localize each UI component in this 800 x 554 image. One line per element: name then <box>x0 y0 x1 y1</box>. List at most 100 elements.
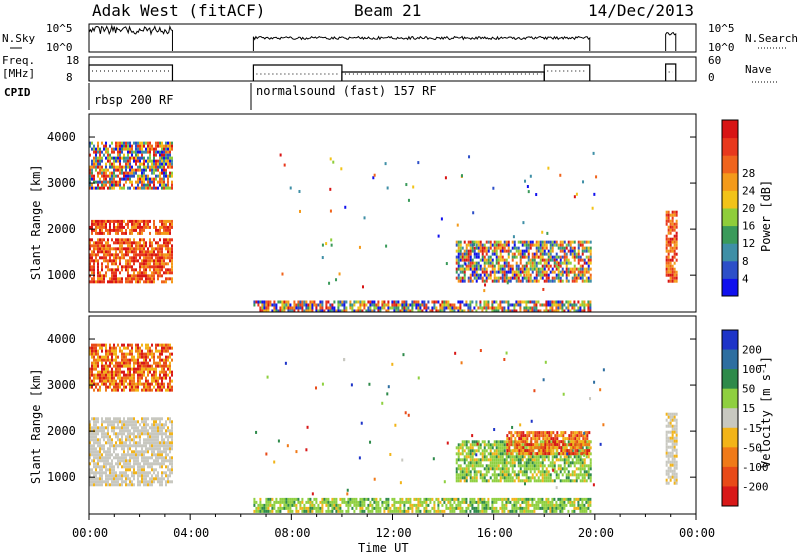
data-cell <box>151 165 153 169</box>
data-cell <box>673 240 676 244</box>
data-cell <box>125 483 127 487</box>
data-cell <box>91 271 93 275</box>
data-cell <box>505 464 508 468</box>
data-cell <box>461 446 464 450</box>
data-cell <box>381 300 384 304</box>
data-cell <box>571 500 574 504</box>
data-cell <box>569 261 572 265</box>
data-cell <box>111 423 113 427</box>
data-cell <box>399 503 402 507</box>
data-cell <box>125 280 127 284</box>
data-cell <box>143 228 145 232</box>
data-cell <box>563 252 566 256</box>
data-cell <box>567 240 570 244</box>
data-cell <box>575 192 578 196</box>
data-cell <box>512 235 515 239</box>
data-cell <box>503 261 506 265</box>
data-cell <box>573 497 576 501</box>
data-cell <box>163 177 165 181</box>
data-cell <box>105 259 107 263</box>
data-cell <box>489 506 492 510</box>
data-cell <box>479 249 482 253</box>
data-cell <box>151 450 153 454</box>
data-cell <box>123 183 125 187</box>
data-cell <box>141 456 143 460</box>
data-cell <box>525 264 528 268</box>
data-cell <box>671 213 674 217</box>
data-cell <box>93 453 95 457</box>
data-cell <box>101 277 103 281</box>
data-cell <box>101 256 103 260</box>
data-cell <box>171 165 173 169</box>
data-cell <box>385 500 388 504</box>
data-cell <box>143 480 145 484</box>
data-cell <box>467 503 470 507</box>
data-cell <box>151 277 153 281</box>
data-cell <box>163 162 165 166</box>
data-cell <box>121 364 123 368</box>
data-cell <box>167 346 169 350</box>
data-cell <box>669 225 672 229</box>
data-cell <box>411 309 414 313</box>
data-cell <box>149 456 151 460</box>
data-cell <box>139 144 141 148</box>
data-cell <box>537 479 540 483</box>
data-cell <box>145 477 147 481</box>
data-cell <box>89 346 91 350</box>
data-cell <box>435 509 438 513</box>
data-cell <box>471 464 474 468</box>
data-cell <box>543 249 546 253</box>
data-cell <box>133 382 135 386</box>
data-cell <box>151 280 153 284</box>
data-cell <box>545 273 548 277</box>
nsky-tick-bottom: 10^0 <box>46 41 73 54</box>
data-cell <box>675 234 678 238</box>
data-cell <box>337 306 340 310</box>
data-cell <box>495 467 498 471</box>
data-cell <box>447 300 450 304</box>
data-cell <box>523 255 526 259</box>
data-cell <box>535 461 538 465</box>
data-cell <box>155 265 157 269</box>
data-cell <box>151 364 153 368</box>
data-cell <box>163 262 165 266</box>
data-cell <box>123 231 125 235</box>
data-cell <box>479 476 482 480</box>
data-cell <box>155 153 157 157</box>
data-cell <box>131 153 133 157</box>
data-cell <box>153 373 155 377</box>
data-cell <box>145 423 147 427</box>
data-cell <box>133 262 135 266</box>
freq-tick-top: 18 <box>66 54 79 67</box>
data-cell <box>163 265 165 269</box>
data-cell <box>523 243 526 247</box>
data-cell <box>459 249 462 253</box>
data-cell <box>303 300 306 304</box>
data-cell <box>101 183 103 187</box>
data-cell <box>305 506 308 510</box>
data-cell <box>119 483 121 487</box>
data-cell <box>257 509 260 513</box>
data-cell <box>143 444 145 448</box>
data-cell <box>483 497 486 501</box>
date-title: 14/Dec/2013 <box>588 1 694 20</box>
data-cell <box>471 309 474 313</box>
data-cell <box>519 252 522 256</box>
data-cell <box>127 438 129 442</box>
data-cell <box>167 349 169 353</box>
data-cell <box>115 271 117 275</box>
data-cell <box>547 255 550 259</box>
data-cell <box>89 468 91 472</box>
data-cell <box>515 452 518 456</box>
data-cell <box>269 303 272 307</box>
data-cell <box>303 309 306 313</box>
data-cell <box>91 168 93 172</box>
data-cell <box>303 303 306 307</box>
data-cell <box>117 222 119 226</box>
data-cell <box>165 244 167 248</box>
data-cell <box>583 261 586 265</box>
data-cell <box>157 355 159 359</box>
data-cell <box>161 159 163 163</box>
colorbar-swatch <box>722 278 738 297</box>
data-cell <box>265 503 268 507</box>
